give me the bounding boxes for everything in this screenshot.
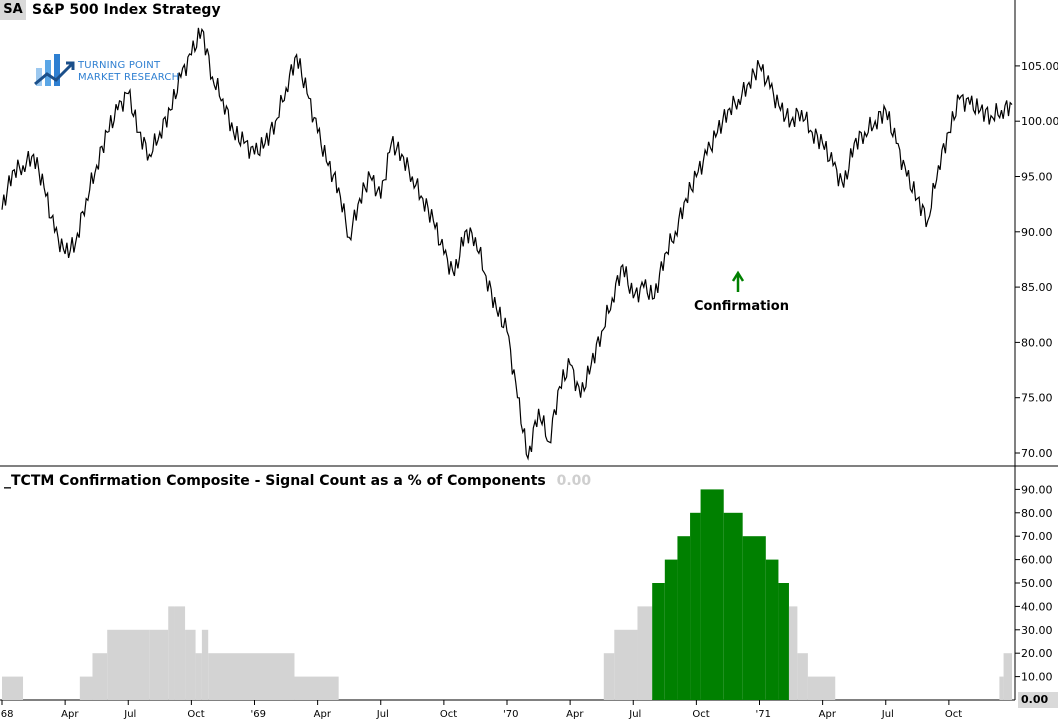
- lower-panel-title-value: 0.00: [556, 473, 592, 489]
- composite-bar: [1003, 653, 1012, 700]
- composite-ytick-label: 20.00: [1021, 647, 1053, 660]
- last-value-badge: 0.00: [1018, 692, 1058, 708]
- composite-bar: [92, 653, 108, 700]
- price-ytick-label: 85.00: [1021, 281, 1053, 294]
- price-ytick-label: 80.00: [1021, 336, 1053, 349]
- composite-bar: [79, 676, 93, 700]
- xtick-label: '71: [756, 709, 771, 720]
- composite-ytick-label: 50.00: [1021, 577, 1053, 590]
- composite-bar: [664, 559, 678, 700]
- composite-bar: [788, 606, 798, 700]
- composite-ytick-label: 80.00: [1021, 507, 1053, 520]
- logo: [34, 54, 76, 92]
- composite-bar: [765, 559, 779, 700]
- composite-bar: [174, 606, 186, 700]
- composite-bar: [614, 629, 638, 700]
- composite-bar: [208, 653, 295, 700]
- composite-bar: [201, 629, 209, 700]
- price-ytick-label: 90.00: [1021, 226, 1053, 239]
- lower-panel-title: _TCTM Confirmation Composite - Signal Co…: [4, 473, 591, 489]
- xtick-label: Oct: [187, 709, 204, 720]
- composite-bar: [603, 653, 615, 700]
- price-ytick-label: 70.00: [1021, 447, 1053, 460]
- price-ytick-label: 100.00: [1021, 115, 1058, 128]
- composite-bar: [778, 583, 789, 700]
- composite-ytick-label: 40.00: [1021, 600, 1053, 613]
- composite-ytick-label: 10.00: [1021, 671, 1053, 684]
- xtick-label: '70: [503, 709, 518, 720]
- composite-bar: [690, 512, 701, 700]
- composite-ytick-label: 60.00: [1021, 554, 1053, 567]
- composite-bar: [807, 676, 836, 700]
- composite-ytick-label: 30.00: [1021, 624, 1053, 637]
- chart-title: S&P 500 Index Strategy: [32, 2, 221, 18]
- composite-bar: [797, 653, 808, 700]
- composite-bar: [195, 653, 202, 700]
- composite-bar: [652, 583, 665, 700]
- xtick-label: Oct: [440, 709, 457, 720]
- xtick-label: Jul: [881, 709, 894, 720]
- composite-bar: [637, 606, 653, 700]
- logo-text: TURNING POINT MARKET RESEARCH: [78, 60, 179, 84]
- logo-line-1: TURNING POINT: [78, 60, 161, 71]
- composite-bar: [700, 489, 724, 700]
- logo-line-2: MARKET RESEARCH: [78, 72, 180, 83]
- xtick-label: '68: [0, 709, 13, 720]
- composite-bar: [149, 629, 169, 700]
- confirmation-label: Confirmation: [694, 299, 789, 314]
- lower-panel-title-text: _TCTM Confirmation Composite - Signal Co…: [4, 473, 546, 489]
- price-ytick-label: 95.00: [1021, 171, 1053, 184]
- price-ytick-label: 105.00: [1021, 60, 1058, 73]
- xtick-label: Apr: [61, 709, 79, 720]
- composite-bar: [677, 536, 691, 700]
- xtick-label: Apr: [314, 709, 332, 720]
- composite-bar: [168, 606, 175, 700]
- xtick-label: Apr: [566, 709, 584, 720]
- composite-bar: [294, 676, 339, 700]
- price-line: [1, 27, 1013, 461]
- xtick-label: '69: [251, 709, 266, 720]
- xtick-label: Oct: [945, 709, 962, 720]
- price-ytick-label: 75.00: [1021, 392, 1053, 405]
- symbol-badge: SA: [0, 0, 26, 20]
- composite-ytick-label: 90.00: [1021, 483, 1053, 496]
- composite-bar: [723, 512, 743, 700]
- composite-bar: [107, 629, 150, 700]
- xtick-label: Apr: [819, 709, 837, 720]
- xtick-label: Jul: [628, 709, 641, 720]
- logo-bars-icon: [34, 54, 75, 86]
- composite-bar: [999, 676, 1004, 700]
- composite-bar: [2, 676, 24, 700]
- xtick-label: Jul: [376, 709, 389, 720]
- composite-ytick-label: 70.00: [1021, 530, 1053, 543]
- composite-bar: [742, 536, 766, 700]
- xtick-label: Jul: [123, 709, 136, 720]
- composite-bar: [185, 629, 196, 700]
- confirmation-arrowhead-icon: [731, 270, 745, 282]
- xtick-label: Oct: [692, 709, 709, 720]
